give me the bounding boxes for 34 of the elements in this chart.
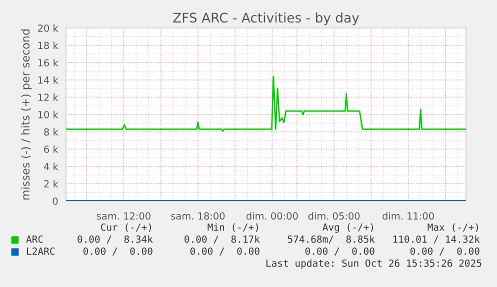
text: 0.00 / 0.00 [305, 247, 374, 256]
text: Min (-/+) [208, 223, 258, 232]
y-tick-label: 2 k [44, 180, 58, 188]
x-tick-label: dim. 05:00 [308, 212, 360, 220]
y-tick-label: 4 k [44, 162, 58, 170]
text: 0.00 / 0.00 [410, 247, 480, 256]
y-tick-label: 18 k [38, 42, 58, 50]
x-tick-label: sam. 18:00 [171, 212, 225, 220]
x-tick-label: dim. 00:00 [246, 212, 298, 220]
text: 574.68m/ 8.85k [288, 235, 375, 244]
legend-label: ARC [26, 235, 43, 243]
text: 0.00 / 0.00 [83, 247, 152, 256]
y-tick-label: 14 k [38, 76, 58, 84]
y-tick-label: 0 [52, 197, 58, 205]
y-tick-label: 6 k [44, 145, 58, 153]
x-tick-label: dim. 11:00 [382, 212, 434, 220]
x-tick-label: sam. 12:00 [96, 212, 150, 220]
text: 0.00 / 8.17k [184, 235, 260, 244]
legend-label: L2ARC [27, 247, 55, 255]
y-tick-label: 12 k [38, 94, 58, 101]
text: 0.00 / 8.34k [78, 235, 153, 244]
y-tick-label: 16 k [38, 58, 58, 66]
text: Cur (-/+) [100, 223, 151, 232]
y-tick-label: 20 k [38, 24, 58, 32]
text: Last update: Sun Oct 26 15:35:26 2025 [266, 259, 482, 269]
text: Max (-/+) [428, 223, 478, 232]
chart-title: ZFS ARC - Activities - by day [173, 12, 360, 26]
text: 110.01 / 14.32k [393, 235, 480, 244]
y-tick-label: 10 k [38, 110, 58, 118]
y-tick-label: 8 k [44, 128, 58, 136]
line-series [66, 76, 466, 132]
text: 0.00 / 0.00 [190, 247, 260, 256]
text: Avg (-/+) [322, 223, 373, 233]
y-axis-title: misses (-) / hits (+) per second [20, 29, 32, 200]
